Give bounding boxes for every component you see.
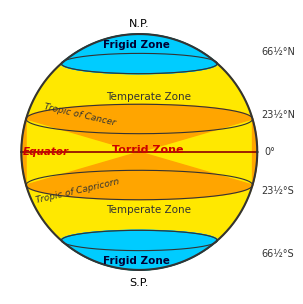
Text: 23½°S: 23½°S	[262, 186, 295, 196]
Text: 66½°N: 66½°N	[262, 47, 295, 57]
Text: Torrid Zone: Torrid Zone	[112, 145, 184, 155]
Text: S.P.: S.P.	[130, 278, 149, 288]
Polygon shape	[61, 230, 217, 270]
Text: Temperate Zone: Temperate Zone	[106, 205, 191, 215]
Text: Frigid Zone: Frigid Zone	[103, 40, 170, 50]
Text: Frigid Zone: Frigid Zone	[103, 256, 170, 266]
Text: N.P.: N.P.	[129, 19, 150, 29]
Polygon shape	[61, 34, 217, 74]
Polygon shape	[61, 34, 217, 74]
Text: 23½°N: 23½°N	[262, 110, 296, 120]
Text: Temperate Zone: Temperate Zone	[106, 92, 191, 102]
Polygon shape	[21, 34, 257, 270]
Text: Tropic of Capricorn: Tropic of Capricorn	[35, 177, 120, 205]
Text: 0°: 0°	[265, 147, 275, 157]
Text: Tropic of Cancer: Tropic of Cancer	[43, 102, 117, 128]
Polygon shape	[21, 104, 257, 200]
Polygon shape	[61, 230, 217, 270]
Text: Equator: Equator	[23, 147, 69, 157]
Text: 66½°S: 66½°S	[262, 249, 294, 259]
